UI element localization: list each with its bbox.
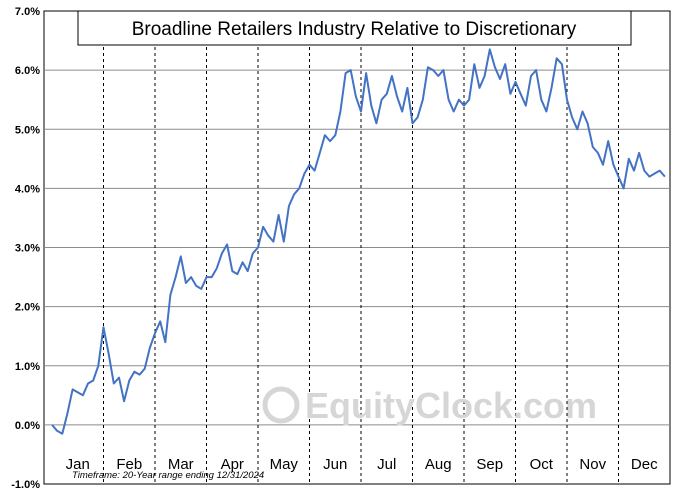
title-box	[77, 10, 632, 46]
x-tick-label: Feb	[116, 456, 142, 473]
x-tick-label: Jan	[66, 456, 90, 473]
y-tick-label: 0.0%	[15, 420, 40, 432]
x-axis-ticks: Jan Feb Mar Apr May Jun Jul Aug Sep Oct Nov Dec	[66, 456, 658, 473]
x-tick-label: Dec	[631, 456, 658, 473]
x-tick-label: Sep	[476, 456, 503, 473]
x-tick-label: Mar	[168, 456, 194, 473]
title-text: Broadline Retailers Industry Relative to…	[132, 19, 577, 40]
y-tick-label: 5.0%	[15, 124, 40, 136]
y-tick-label: 3.0%	[15, 243, 40, 255]
x-tick-label: Apr	[221, 456, 244, 473]
y-tick-label: 4.0%	[15, 183, 40, 195]
x-tick-label: Oct	[530, 456, 554, 473]
x-tick-label: May	[270, 456, 299, 473]
watermark: EquityClock.com	[262, 385, 597, 426]
watermark-logo-icon	[262, 386, 300, 424]
watermark-text: EquityClock.com	[305, 385, 597, 426]
y-tick-label: 2.0%	[15, 302, 40, 314]
x-tick-label: Jul	[377, 456, 396, 473]
horizontal-gridlines	[44, 69, 670, 426]
y-tick-label: 7.0%	[15, 6, 40, 18]
x-tick-label: Aug	[425, 456, 452, 473]
x-tick-label: Jun	[323, 456, 347, 473]
series-line	[51, 48, 666, 435]
y-tick-label: 1.0%	[15, 361, 40, 373]
timeframe-footnote: Timeframe: 20-Year range ending 12/31/20…	[72, 470, 264, 481]
chart-title: Broadline Retailers Industry Relative to…	[77, 10, 632, 46]
y-axis-ticks: 7.0% 6.0% 5.0% 4.0% 3.0% 2.0% 1.0% 0.0% -1.0%	[11, 6, 40, 491]
y-tick-label: 6.0%	[15, 65, 40, 77]
y-tick-label: -1.0%	[11, 479, 40, 491]
x-tick-label: Nov	[579, 456, 606, 473]
